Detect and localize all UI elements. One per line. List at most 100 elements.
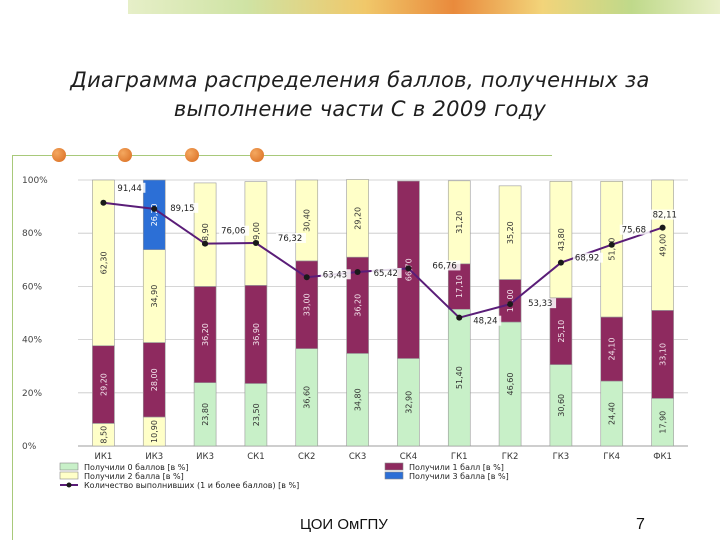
bar-value-label: 36,90	[252, 323, 261, 346]
title-line-2: выполнение части С в 2009 году	[173, 97, 547, 121]
decorative-bullet-dot	[185, 148, 199, 162]
bar-value-label: 17,90	[659, 411, 668, 434]
title-line-1: Диаграмма распределения баллов, полученн…	[70, 68, 650, 92]
bar-value-label: 16,00	[506, 289, 515, 312]
bar-value-label: 35,20	[506, 221, 515, 244]
point-label-bg	[219, 225, 250, 236]
bar-value-label: 36,20	[201, 323, 210, 346]
slide-title: Диаграмма распределения баллов, полученн…	[20, 66, 700, 124]
point-value-label: 91,44	[117, 184, 141, 194]
y-tick-label: 80%	[22, 229, 42, 239]
series-point	[252, 239, 259, 246]
x-tick-label: СК1	[247, 452, 264, 462]
x-tick-label: ГК2	[502, 452, 519, 462]
bar-value-label: 32,90	[404, 391, 413, 414]
bar-value-label: 29,20	[99, 373, 108, 396]
bar-value-label: 36,60	[303, 386, 312, 409]
decorative-banner	[128, 0, 720, 14]
bar-segment	[498, 185, 522, 280]
point-label-bg	[320, 269, 351, 280]
bar-value-label: 33,10	[659, 343, 668, 366]
point-value-label: 48,24	[473, 317, 497, 327]
x-tick-label: ГК1	[451, 452, 468, 462]
footer-organization: ЦОИ ОмГПУ	[300, 516, 388, 533]
bar-value-label: 23,80	[201, 403, 210, 426]
bar-value-label: 30,60	[557, 394, 566, 417]
bar-value-label: 17,10	[455, 275, 464, 298]
x-tick-label: ГК4	[603, 452, 620, 462]
bar-value-label: 26,20	[150, 203, 159, 226]
bar-value-label: 33,00	[303, 293, 312, 316]
bar-value-label: 43,80	[557, 228, 566, 251]
point-label-bg	[526, 298, 557, 309]
bar-value-label: 28,00	[150, 368, 159, 391]
x-tick-label: ИК3	[196, 452, 214, 462]
bar-value-label: 34,90	[150, 285, 159, 308]
y-tick-label: 20%	[22, 389, 42, 399]
bar-segment	[142, 179, 166, 250]
point-value-label: 76,32	[278, 234, 302, 244]
legend-swatch	[384, 471, 404, 480]
page-number: 7	[636, 516, 645, 533]
bar-segment	[549, 181, 573, 299]
point-value-label: 65,42	[374, 269, 398, 279]
series-point	[405, 265, 412, 272]
bar-value-label: 10,90	[150, 420, 159, 443]
bar-value-label: 29,20	[354, 207, 363, 230]
series-point	[608, 241, 615, 248]
point-value-label: 68,92	[575, 254, 599, 264]
bar-segment	[346, 179, 369, 258]
point-label-bg	[572, 252, 603, 263]
decorative-bullet-dot	[250, 148, 264, 162]
bar-value-label: 51,00	[608, 238, 617, 261]
point-value-label: 89,15	[170, 204, 194, 214]
series-point	[507, 301, 514, 308]
series-point	[303, 274, 310, 281]
x-tick-label: ИК3	[145, 452, 163, 462]
legend-swatch	[384, 462, 404, 471]
legend-swatch	[59, 462, 79, 471]
bar-segment	[92, 179, 115, 347]
series-point	[557, 259, 564, 266]
x-tick-label: СК4	[400, 452, 417, 462]
point-value-label: 82,11	[653, 211, 677, 221]
series-point	[202, 240, 209, 247]
legend-label: Получили 0 баллов [в %]	[84, 463, 189, 472]
bar-value-label: 38,90	[201, 223, 210, 246]
bar-value-label: 49,00	[659, 234, 668, 257]
point-value-label: 53,33	[528, 299, 552, 309]
point-label-bg	[371, 267, 402, 278]
bar-value-label: 23,50	[252, 403, 261, 426]
point-label-bg	[115, 182, 146, 193]
decorative-bullet-dot	[118, 148, 132, 162]
series-point	[456, 314, 463, 321]
bar-value-label: 30,40	[303, 209, 312, 232]
legend-label: Получили 3 балла [в %]	[409, 472, 509, 481]
legend-label: Количество выполнивших (1 и более баллов…	[84, 481, 299, 490]
legend-swatch	[59, 471, 79, 480]
point-label-bg	[168, 202, 199, 213]
legend-swatch-marker	[66, 482, 72, 488]
y-tick-label: 0%	[22, 442, 37, 452]
bar-value-label: 36,20	[354, 294, 363, 317]
x-tick-label: ФК1	[653, 452, 672, 462]
point-label-bg	[430, 260, 461, 271]
decorative-bullet-dot	[52, 148, 66, 162]
point-value-label: 75,68	[622, 226, 646, 236]
bar-value-label: 24,10	[608, 338, 617, 361]
x-tick-label: ИК1	[95, 452, 113, 462]
series-point	[354, 268, 361, 275]
bar-value-label: 8,50	[99, 426, 108, 444]
x-tick-label: СК3	[349, 452, 366, 462]
series-point	[151, 205, 158, 212]
point-label-bg	[619, 224, 650, 235]
series-point	[659, 224, 666, 231]
bar-value-label: 46,60	[506, 373, 515, 396]
series-point	[100, 199, 107, 206]
point-value-label: 63,43	[323, 270, 347, 280]
bar-value-label: 25,10	[557, 320, 566, 343]
point-label-bg	[275, 232, 306, 243]
legend-label: Получили 2 балла [в %]	[84, 472, 184, 481]
bar-value-label: 34,80	[354, 388, 363, 411]
y-tick-label: 100%	[22, 176, 48, 186]
